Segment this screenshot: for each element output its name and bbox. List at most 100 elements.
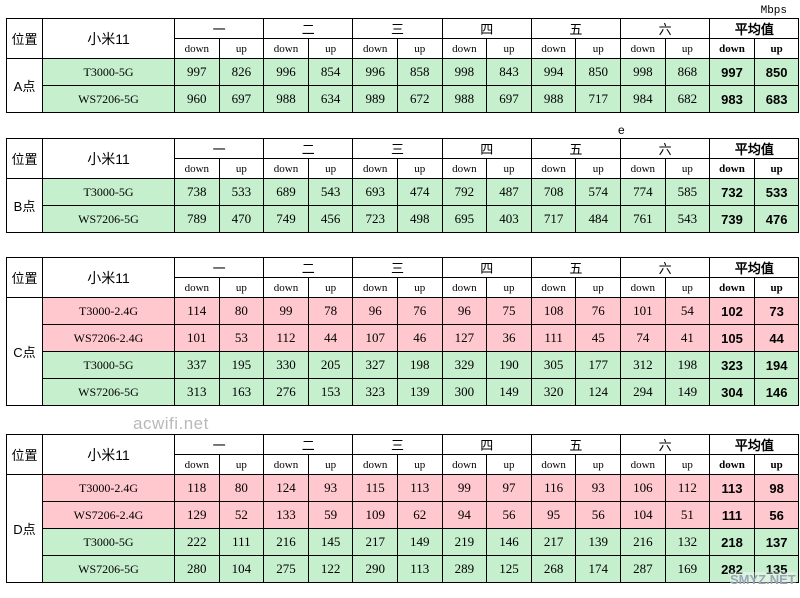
speed-value: 108 [530,297,577,325]
speed-value: 127 [441,324,488,352]
speed-value: 74 [620,324,666,352]
speed-value: 111 [530,324,577,352]
speed-value: 868 [664,58,711,86]
speed-value: 323 [352,378,398,406]
speed-value: 994 [530,58,577,86]
avg-down-subheader: down [709,277,755,298]
table-row: T3000-5G 337 195 330 205 327 198 329 190 305 177 31… [7,351,800,379]
down-subheader: down [441,277,488,298]
avg-up-value: 56 [753,501,800,529]
speed-value: 792 [441,178,488,206]
speed-value: 826 [218,58,265,86]
day-header: 六 [620,18,711,39]
speed-value: 474 [397,178,443,206]
average-header: 平均值 [709,138,800,159]
speed-value: 112 [263,324,309,352]
up-subheader: up [397,277,443,298]
speed-value: 46 [397,324,443,352]
up-subheader: up [218,158,265,179]
up-subheader: up [664,158,711,179]
day-header: 二 [263,18,354,39]
speed-value: 94 [441,501,488,529]
speed-value: 122 [307,555,354,583]
speed-value: 290 [352,555,398,583]
position-label: D点 [6,474,43,583]
down-subheader: down [530,38,577,59]
position-header: 位置 [6,138,43,179]
up-subheader: up [664,454,711,475]
speed-value: 125 [486,555,532,583]
avg-up-value: 683 [753,85,800,113]
avg-down-value: 102 [709,297,755,325]
router-name: WS7206-2.4G [42,501,175,529]
speed-value: 76 [397,297,443,325]
speed-value: 697 [486,85,532,113]
speed-value: 80 [218,297,265,325]
speed-value: 169 [664,555,711,583]
day-header: 六 [620,138,711,159]
speed-value: 93 [307,474,354,502]
day-header: 一 [173,138,265,159]
speed-value: 139 [575,528,622,556]
speed-value: 153 [307,378,354,406]
up-subheader: up [664,277,711,298]
speed-value: 695 [441,205,488,233]
speed-value: 118 [174,474,220,502]
speed-value: 774 [620,178,666,206]
speed-value: 337 [174,351,220,379]
speed-value: 149 [397,528,443,556]
avg-up-value: 44 [753,324,800,352]
avg-down-value: 111 [709,501,755,529]
day-header: 四 [441,18,532,39]
up-subheader: up [307,158,354,179]
speed-value: 487 [486,178,532,206]
speed-value: 723 [352,205,398,233]
speed-value: 96 [441,297,488,325]
speed-value: 45 [575,324,622,352]
avg-up-value: 194 [753,351,800,379]
speed-value: 78 [307,297,354,325]
avg-down-value: 113 [709,474,755,502]
speed-value: 124 [575,378,622,406]
avg-down-value: 983 [709,85,755,113]
speed-value: 268 [530,555,577,583]
speed-value: 101 [174,324,220,352]
speed-value: 113 [397,555,443,583]
speed-value: 56 [575,501,622,529]
router-name: T3000-2.4G [42,474,175,502]
speed-value: 498 [397,205,443,233]
speed-value: 76 [575,297,622,325]
down-subheader: down [620,38,666,59]
avg-up-subheader: up [753,38,800,59]
avg-up-subheader: up [753,158,800,179]
speed-value: 114 [174,297,220,325]
up-subheader: up [486,277,532,298]
speed-value: 36 [486,324,532,352]
speed-value: 543 [664,205,711,233]
speed-value: 456 [307,205,354,233]
avg-down-value: 218 [709,528,755,556]
speed-value: 44 [307,324,354,352]
day-header: 六 [620,434,711,455]
day-header: 三 [352,257,443,278]
average-header: 平均值 [709,434,800,455]
avg-down-value: 282 [709,555,755,583]
speed-value: 988 [530,85,577,113]
up-subheader: up [397,158,443,179]
avg-up-value: 135 [753,555,800,583]
speed-value: 789 [174,205,220,233]
speed-value: 850 [575,58,622,86]
speed-value: 149 [486,378,532,406]
phone-header: 小米11 [42,434,175,475]
day-header: 五 [530,18,622,39]
avg-down-subheader: down [709,454,755,475]
speed-value: 113 [397,474,443,502]
stray-character: e [618,123,625,137]
speed-value: 697 [218,85,265,113]
speed-value: 854 [307,58,354,86]
router-name: T3000-5G [42,58,175,86]
speed-value: 54 [664,297,711,325]
speed-value: 313 [174,378,220,406]
average-header: 平均值 [709,257,800,278]
up-subheader: up [307,454,354,475]
